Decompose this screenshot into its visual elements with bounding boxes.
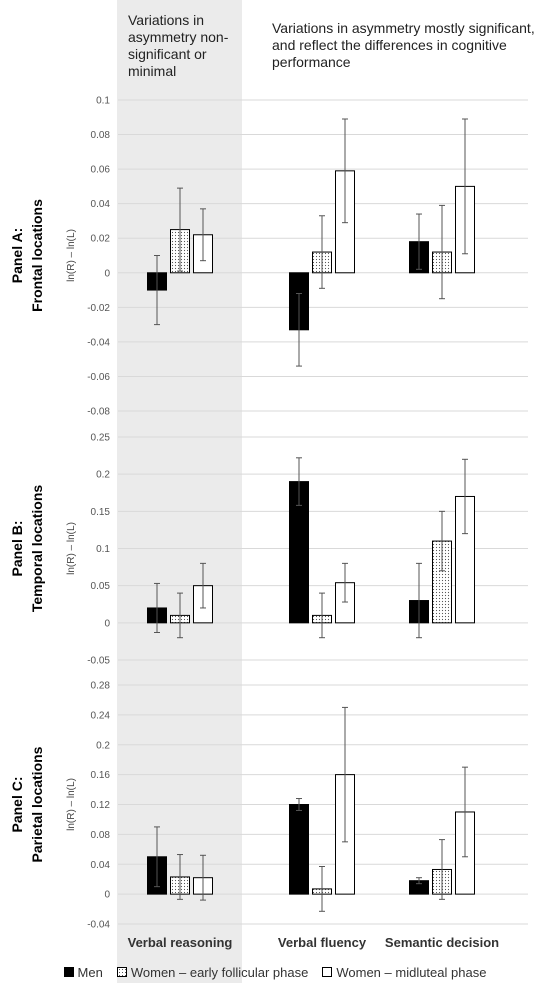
y-tick-label: 0.1 [96, 96, 110, 107]
category-label-semantic-decision: Semantic decision [385, 935, 499, 950]
chart-panel-1: -0.08 -0.06 -0.04 -0.02 0 0.02 0.04 0.06 0.08 0.1… [9, 96, 528, 418]
legend-label-women-midluteal: Women – midluteal phase [336, 964, 487, 980]
panel-label: Panel B: [9, 520, 25, 576]
y-tick-label: -0.04 [87, 337, 110, 348]
y-axis-label: ln(R) – ln(L) [66, 778, 77, 831]
legend-item-men: Men [63, 964, 103, 980]
y-tick-label: 0.1 [96, 544, 110, 555]
y-tick-label: -0.05 [87, 656, 110, 667]
y-tick-label: 0.24 [91, 710, 111, 721]
y-tick-label: 0.2 [96, 470, 110, 481]
category-label-verbal-reasoning: Verbal reasoning [128, 935, 233, 950]
y-axis-label: ln(R) – ln(L) [66, 229, 77, 282]
y-tick-label: 0.2 [96, 740, 110, 751]
y-tick-label: -0.08 [87, 407, 110, 418]
legend-item-women-follicular: Women – early follicular phase [116, 964, 309, 980]
y-tick-label: 0.02 [91, 234, 111, 245]
y-tick-label: 0.06 [91, 165, 111, 176]
y-tick-label: 0.08 [91, 130, 111, 141]
y-tick-label: 0 [104, 618, 110, 629]
legend-swatch-men [63, 967, 74, 977]
panel-label: Panel A: [9, 228, 25, 284]
y-tick-label: -0.04 [87, 920, 110, 931]
y-tick-label: -0.02 [87, 303, 110, 314]
y-axis-label: ln(R) – ln(L) [66, 522, 77, 575]
legend-label-men: Men [77, 964, 103, 980]
bar-men-verbal-fluency [289, 804, 309, 895]
chart-panel-3: -0.04 0 0.04 0.08 0.12 0.16 0.2 0.24 0.28 ln(R) –… [9, 681, 528, 931]
y-tick-label: 0 [104, 890, 110, 901]
chart-panel-2: -0.05 0 0.05 0.1 0.15 0.2 0.25 ln(R) – ln(L) Pan… [9, 433, 528, 667]
y-tick-label: 0.08 [91, 830, 111, 841]
y-tick-label: 0.16 [91, 770, 111, 781]
legend-swatch-women-follicular [116, 967, 127, 977]
legend-label-women-follicular: Women – early follicular phase [130, 964, 309, 980]
legend: Men Women – early follicular phase Women… [0, 962, 550, 982]
panel-sublabel: Parietal locations [29, 746, 45, 862]
y-tick-label: 0.04 [91, 860, 111, 871]
y-tick-label: 0.04 [91, 199, 111, 210]
category-label-verbal-fluency: Verbal fluency [278, 935, 367, 950]
panel-label: Panel C: [9, 776, 25, 832]
y-tick-label: 0.25 [91, 433, 111, 444]
y-tick-label: 0.05 [91, 581, 111, 592]
header-right-text: Variations in asymmetry mostly significa… [272, 20, 535, 70]
legend-item-women-midluteal: Women – midluteal phase [322, 965, 486, 980]
y-tick-label: 0.28 [91, 681, 111, 692]
panel-sublabel: Temporal locations [29, 485, 45, 613]
shaded-region [117, 0, 243, 983]
y-tick-label: 0 [104, 268, 110, 279]
legend-swatch-women-midluteal [322, 967, 333, 977]
y-tick-label: -0.06 [87, 372, 110, 383]
y-tick-label: 0.15 [91, 507, 111, 518]
y-tick-label: 0.12 [91, 800, 111, 811]
panel-sublabel: Frontal locations [29, 199, 45, 312]
header-left-text: Variations in asymmetry non-significant … [128, 12, 229, 79]
